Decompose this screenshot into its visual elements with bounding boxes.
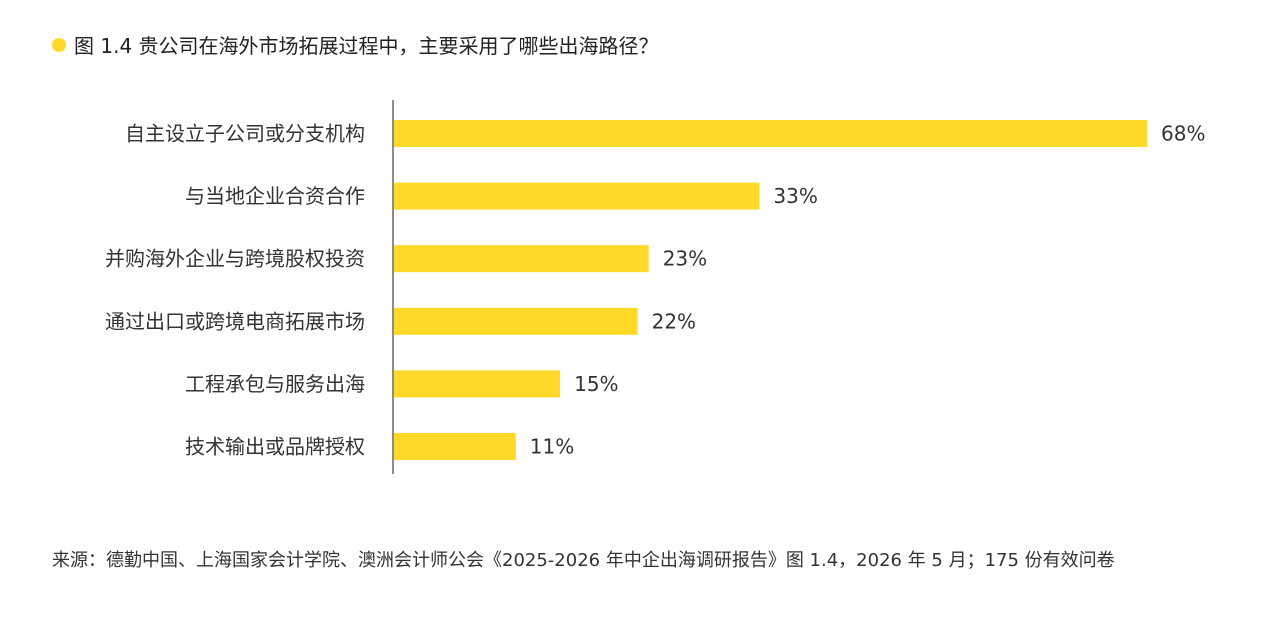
bar-4	[394, 307, 638, 335]
bars-group: 自主设立子公司或分支机构 68% 与当地企业合资合作 33% 并购海外企业与跨境股权投资…	[105, 120, 1205, 460]
category-label-2: 与当地企业合资合作	[185, 184, 365, 208]
value-label-4: 22%	[652, 309, 696, 333]
bar-1	[394, 120, 1147, 147]
chart-title: 图 1.4 贵公司在海外市场拓展过程中，主要采用了哪些出海路径？	[74, 34, 659, 58]
chart-title-row: 图 1.4 贵公司在海外市场拓展过程中，主要采用了哪些出海路径？	[52, 30, 659, 59]
category-label-3: 并购海外企业与跨境股权投资	[105, 247, 365, 271]
category-label-6: 技术输出或品牌授权	[185, 435, 365, 459]
value-label-6: 11%	[530, 435, 574, 459]
bar-6	[394, 433, 516, 460]
bar-5	[394, 370, 561, 398]
source-note: 来源：德勤中国、上海国家会计学院、澳洲会计师公会《2025-2026 年中企出海…	[52, 550, 1115, 571]
value-label-5: 15%	[574, 372, 618, 396]
bar-2	[394, 182, 760, 210]
value-label-2: 33%	[773, 184, 817, 208]
value-label-1: 68%	[1161, 122, 1205, 146]
bar-3	[394, 245, 649, 273]
title-bullet-dot-icon	[52, 37, 66, 52]
value-label-3: 23%	[663, 247, 707, 271]
category-label-4: 通过出口或跨境电商拓展市场	[105, 309, 365, 333]
category-label-1: 自主设立子公司或分支机构	[125, 122, 365, 146]
category-label-5: 工程承包与服务出海	[185, 372, 365, 396]
